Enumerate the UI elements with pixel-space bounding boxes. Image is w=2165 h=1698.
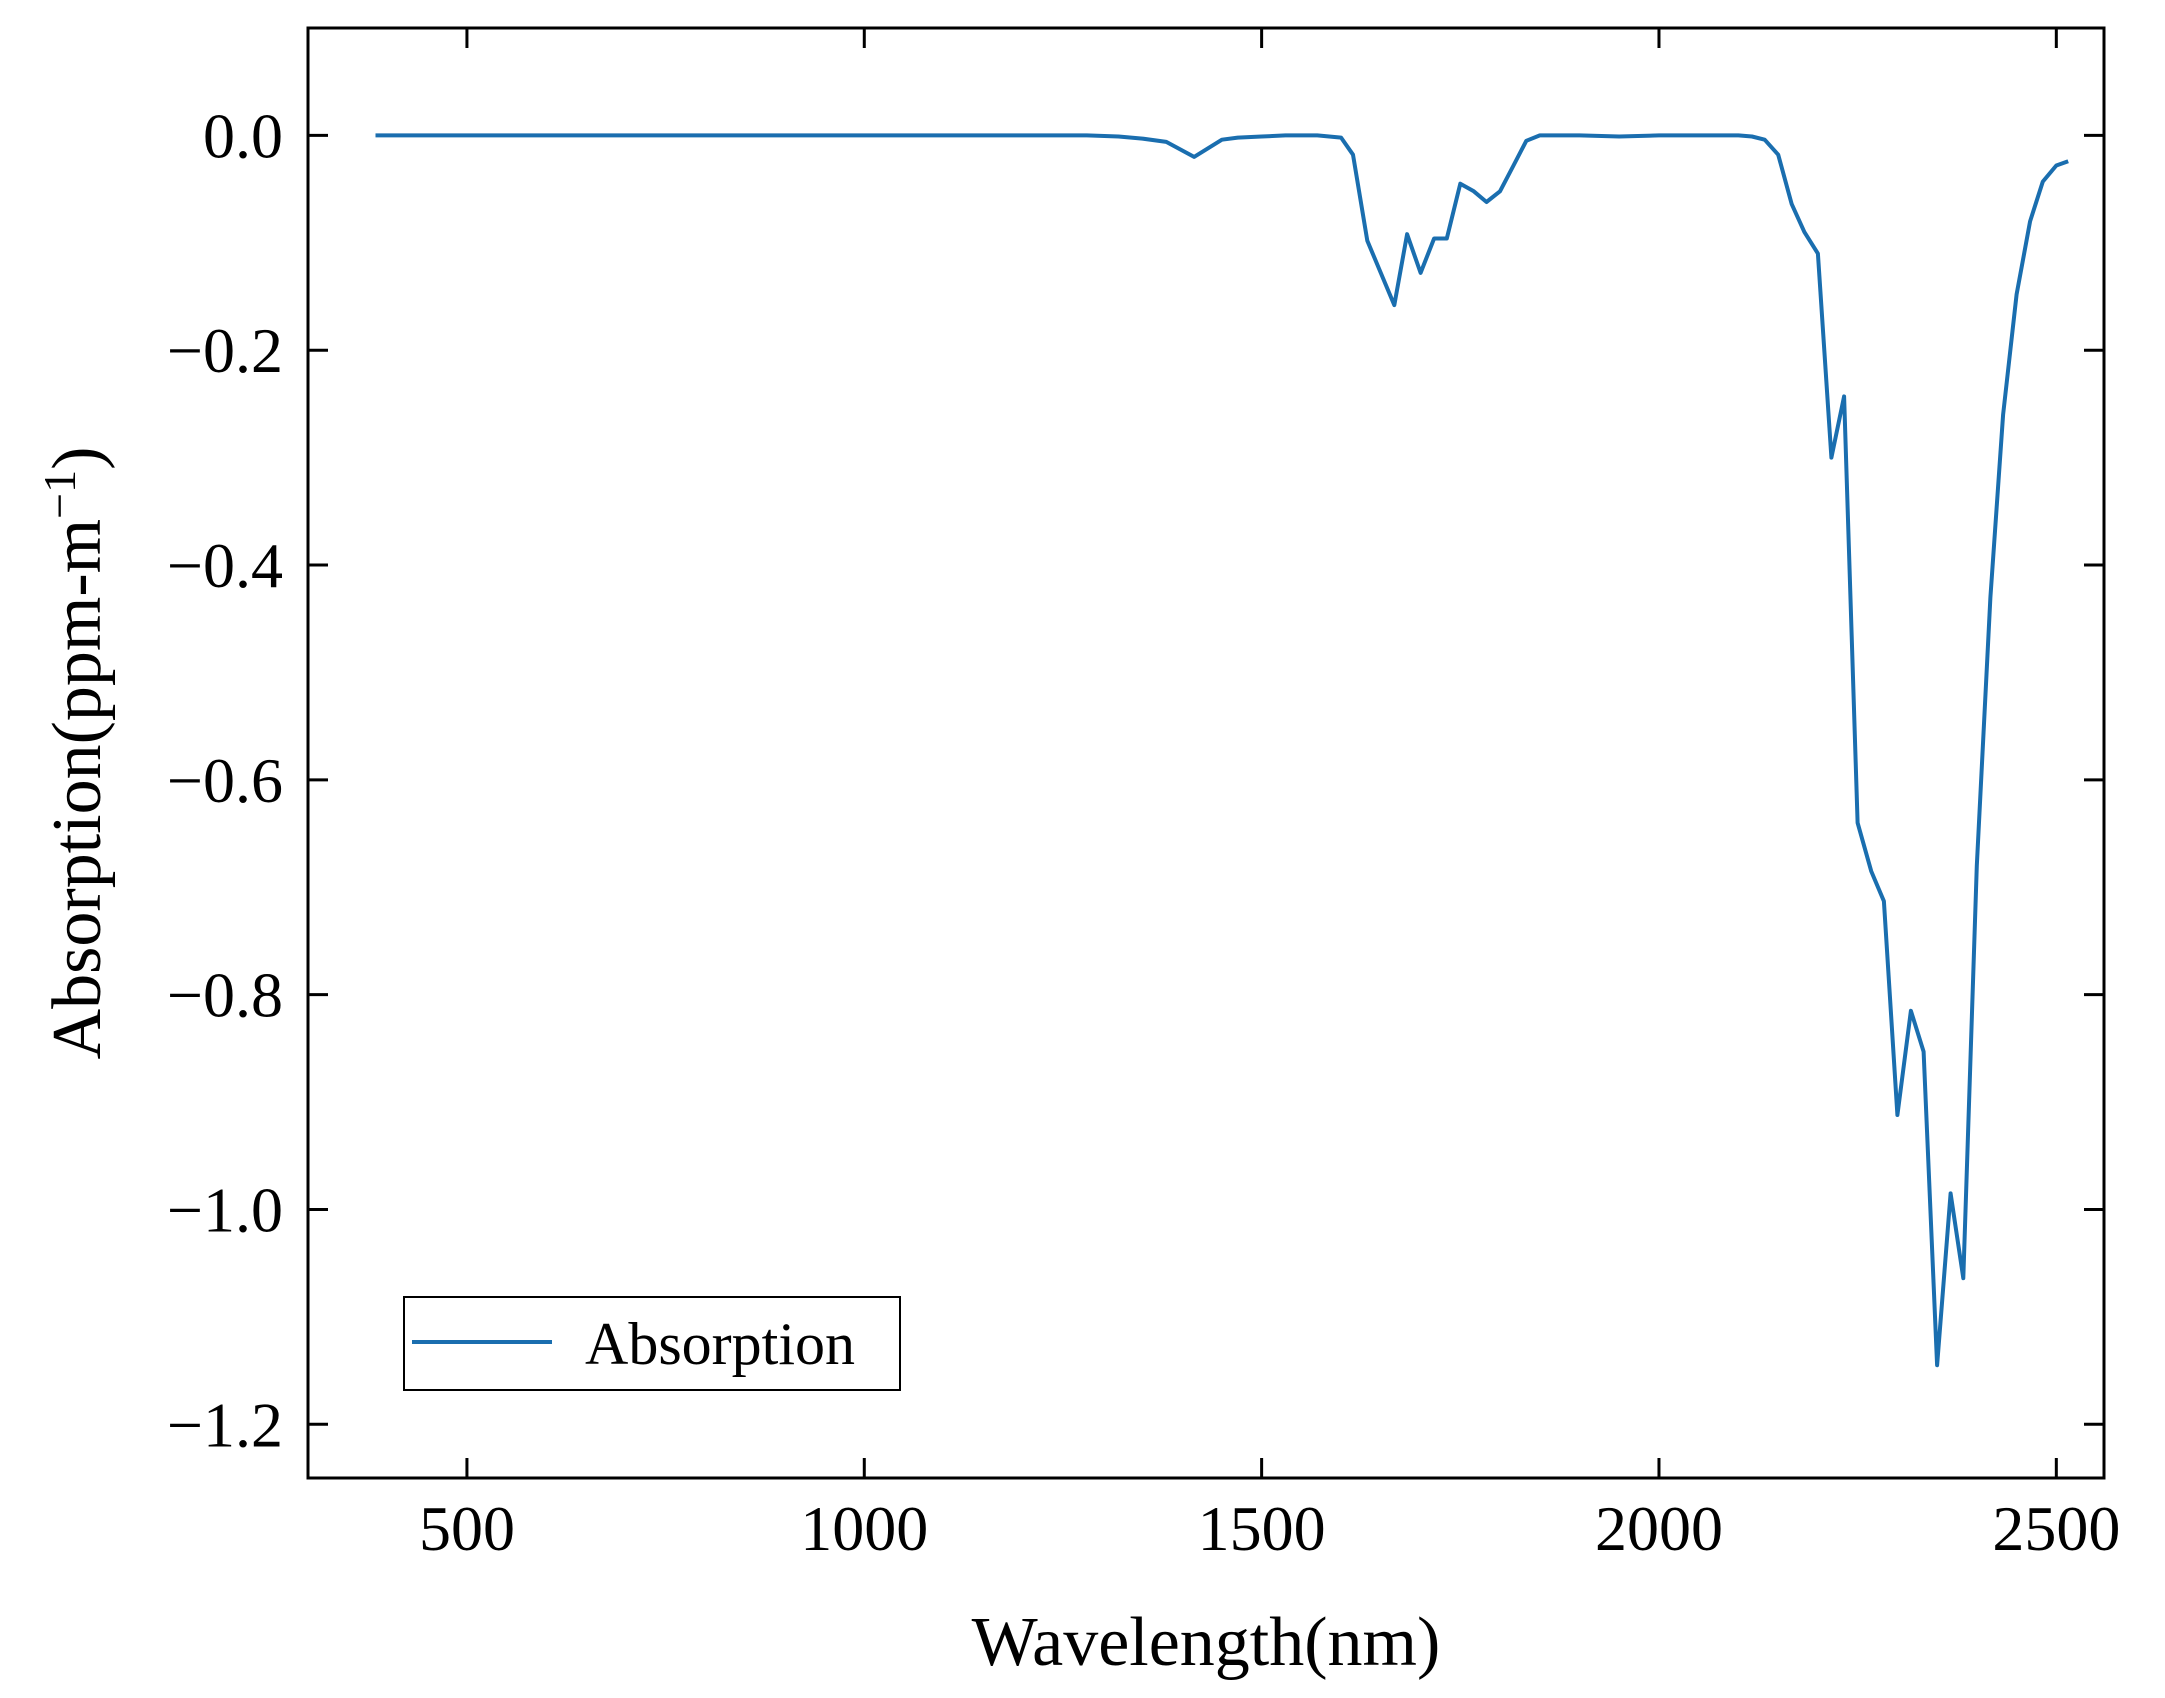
y-tick-label: −1.2 xyxy=(167,1389,283,1460)
y-axis-title: Absorption(ppm-m−1) xyxy=(34,447,117,1060)
axis-ticks xyxy=(308,28,2104,1478)
series-line-absorption xyxy=(375,133,2069,1368)
x-tick-label: 500 xyxy=(419,1493,515,1564)
tick-labels: 500 1000 1500 2000 2500 0.0 −0.2 −0.4 −0.6 −0.8 −1… xyxy=(167,100,2120,1564)
x-axis-title: Wavelength(nm) xyxy=(972,1604,1441,1681)
plot-area xyxy=(306,26,2106,1480)
y-axis-title-exponent: −1 xyxy=(34,470,85,519)
y-tick-label: −0.4 xyxy=(167,530,283,601)
x-tick-label: 2000 xyxy=(1595,1493,1723,1564)
y-tick-label: −0.2 xyxy=(167,315,283,386)
x-tick-label: 1000 xyxy=(800,1493,928,1564)
y-tick-label: −0.8 xyxy=(167,960,283,1031)
y-tick-label: −0.6 xyxy=(167,745,283,816)
y-axis-title-main: Absorption(ppm-m xyxy=(39,519,116,1060)
x-tick-label: 1500 xyxy=(1198,1493,1326,1564)
plot-frame xyxy=(306,26,2106,1480)
legend: Absorption xyxy=(403,1296,901,1391)
x-tick-label: 2500 xyxy=(1992,1493,2120,1564)
legend-label-absorption: Absorption xyxy=(585,1311,855,1377)
y-tick-label: 0.0 xyxy=(203,100,283,171)
y-axis-title-close: ) xyxy=(39,447,116,470)
y-tick-label: −1.0 xyxy=(167,1174,283,1245)
